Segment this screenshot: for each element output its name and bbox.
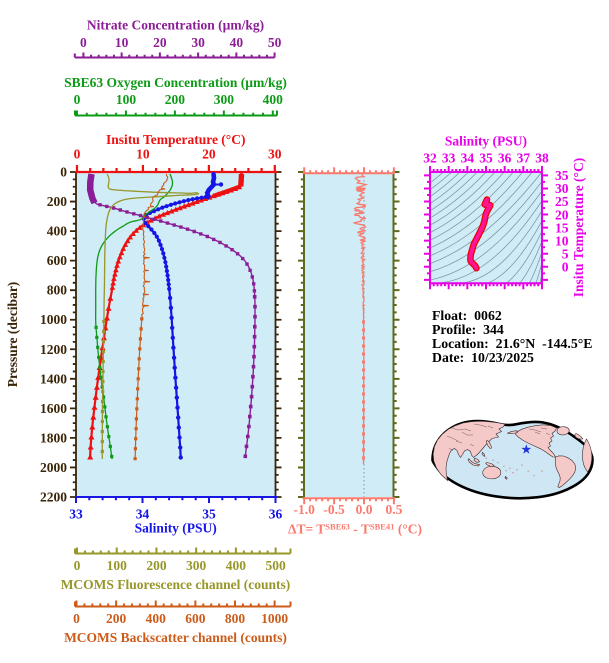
svg-text:0: 0 bbox=[60, 165, 67, 180]
svg-text:Location: 21.6°N -144.5°E: Location: 21.6°N -144.5°E bbox=[432, 336, 593, 351]
svg-text:200: 200 bbox=[165, 92, 186, 107]
svg-text:30: 30 bbox=[555, 181, 569, 196]
svg-text:10: 10 bbox=[115, 35, 129, 50]
svg-text:1000: 1000 bbox=[40, 312, 67, 327]
svg-text:0.5: 0.5 bbox=[385, 502, 402, 517]
svg-text:Date: 10/23/2025: Date: 10/23/2025 bbox=[432, 350, 534, 365]
svg-text:MCOMS Fluorescence channel (co: MCOMS Fluorescence channel (counts) bbox=[61, 577, 291, 592]
svg-text:37: 37 bbox=[517, 151, 531, 166]
svg-text:0: 0 bbox=[562, 260, 569, 275]
svg-text:10: 10 bbox=[555, 233, 569, 248]
svg-text:-0.5: -0.5 bbox=[323, 502, 345, 517]
svg-text:ΔT= TSBE63 - TSBE41 (°C): ΔT= TSBE63 - TSBE41 (°C) bbox=[288, 522, 422, 537]
svg-text:Insitu Temperature (°C): Insitu Temperature (°C) bbox=[571, 158, 586, 297]
svg-text:1200: 1200 bbox=[40, 342, 67, 357]
svg-text:34: 34 bbox=[136, 507, 150, 522]
svg-text:400: 400 bbox=[146, 611, 167, 626]
svg-text:30: 30 bbox=[191, 35, 205, 50]
svg-text:Salinity (PSU): Salinity (PSU) bbox=[135, 521, 217, 536]
svg-text:35: 35 bbox=[479, 151, 493, 166]
svg-text:300: 300 bbox=[186, 558, 207, 573]
svg-text:200: 200 bbox=[106, 611, 127, 626]
svg-text:2000: 2000 bbox=[40, 460, 67, 475]
svg-text:0: 0 bbox=[80, 35, 87, 50]
svg-text:20: 20 bbox=[555, 207, 569, 222]
svg-text:38: 38 bbox=[535, 151, 549, 166]
svg-text:100: 100 bbox=[116, 92, 137, 107]
svg-text:400: 400 bbox=[263, 92, 284, 107]
svg-text:800: 800 bbox=[47, 283, 68, 298]
svg-text:2200: 2200 bbox=[40, 490, 67, 505]
svg-text:200: 200 bbox=[146, 558, 167, 573]
svg-text:20: 20 bbox=[202, 147, 216, 162]
svg-text:33: 33 bbox=[442, 151, 456, 166]
svg-text:0: 0 bbox=[74, 92, 81, 107]
svg-text:Salinity (PSU): Salinity (PSU) bbox=[445, 134, 527, 149]
svg-text:Profile: 344: Profile: 344 bbox=[432, 322, 504, 337]
svg-text:20: 20 bbox=[153, 35, 167, 50]
svg-text:1400: 1400 bbox=[40, 371, 67, 386]
svg-text:0: 0 bbox=[74, 147, 81, 162]
svg-text:15: 15 bbox=[555, 220, 569, 235]
svg-text:1600: 1600 bbox=[40, 401, 67, 416]
svg-text:-1.0: -1.0 bbox=[294, 502, 316, 517]
svg-text:0: 0 bbox=[74, 558, 81, 573]
svg-text:SBE63 Oxygen Concentration (µm: SBE63 Oxygen Concentration (µm/kg) bbox=[64, 75, 287, 90]
svg-text:MCOMS Backscatter channel (cou: MCOMS Backscatter channel (counts) bbox=[64, 630, 287, 645]
svg-text:1800: 1800 bbox=[40, 430, 67, 445]
svg-text:1000: 1000 bbox=[261, 611, 288, 626]
svg-text:30: 30 bbox=[268, 147, 282, 162]
svg-text:0: 0 bbox=[73, 611, 80, 626]
svg-text:35: 35 bbox=[555, 168, 569, 183]
svg-text:400: 400 bbox=[226, 558, 247, 573]
svg-text:600: 600 bbox=[185, 611, 206, 626]
svg-text:40: 40 bbox=[230, 35, 244, 50]
svg-text:Nitrate Concentration (µm/kg): Nitrate Concentration (µm/kg) bbox=[87, 18, 264, 33]
svg-text:400: 400 bbox=[47, 224, 68, 239]
svg-text:800: 800 bbox=[225, 611, 246, 626]
svg-text:33: 33 bbox=[69, 507, 83, 522]
svg-text:36: 36 bbox=[498, 151, 512, 166]
svg-text:0.0: 0.0 bbox=[356, 502, 373, 517]
svg-text:5: 5 bbox=[562, 246, 569, 261]
svg-text:500: 500 bbox=[265, 558, 286, 573]
svg-text:35: 35 bbox=[202, 507, 216, 522]
svg-text:100: 100 bbox=[107, 558, 128, 573]
svg-text:50: 50 bbox=[268, 35, 282, 50]
svg-text:600: 600 bbox=[47, 253, 68, 268]
svg-text:32: 32 bbox=[423, 151, 437, 166]
svg-text:Insitu Temperature (°C): Insitu Temperature (°C) bbox=[106, 132, 245, 147]
svg-text:300: 300 bbox=[214, 92, 235, 107]
svg-text:10: 10 bbox=[136, 147, 150, 162]
svg-text:Float: 0062: Float: 0062 bbox=[432, 308, 502, 323]
svg-text:34: 34 bbox=[461, 151, 475, 166]
svg-text:36: 36 bbox=[269, 507, 283, 522]
svg-text:25: 25 bbox=[555, 194, 569, 209]
svg-text:200: 200 bbox=[47, 194, 68, 209]
svg-text:Pressure (decibar): Pressure (decibar) bbox=[5, 282, 20, 388]
